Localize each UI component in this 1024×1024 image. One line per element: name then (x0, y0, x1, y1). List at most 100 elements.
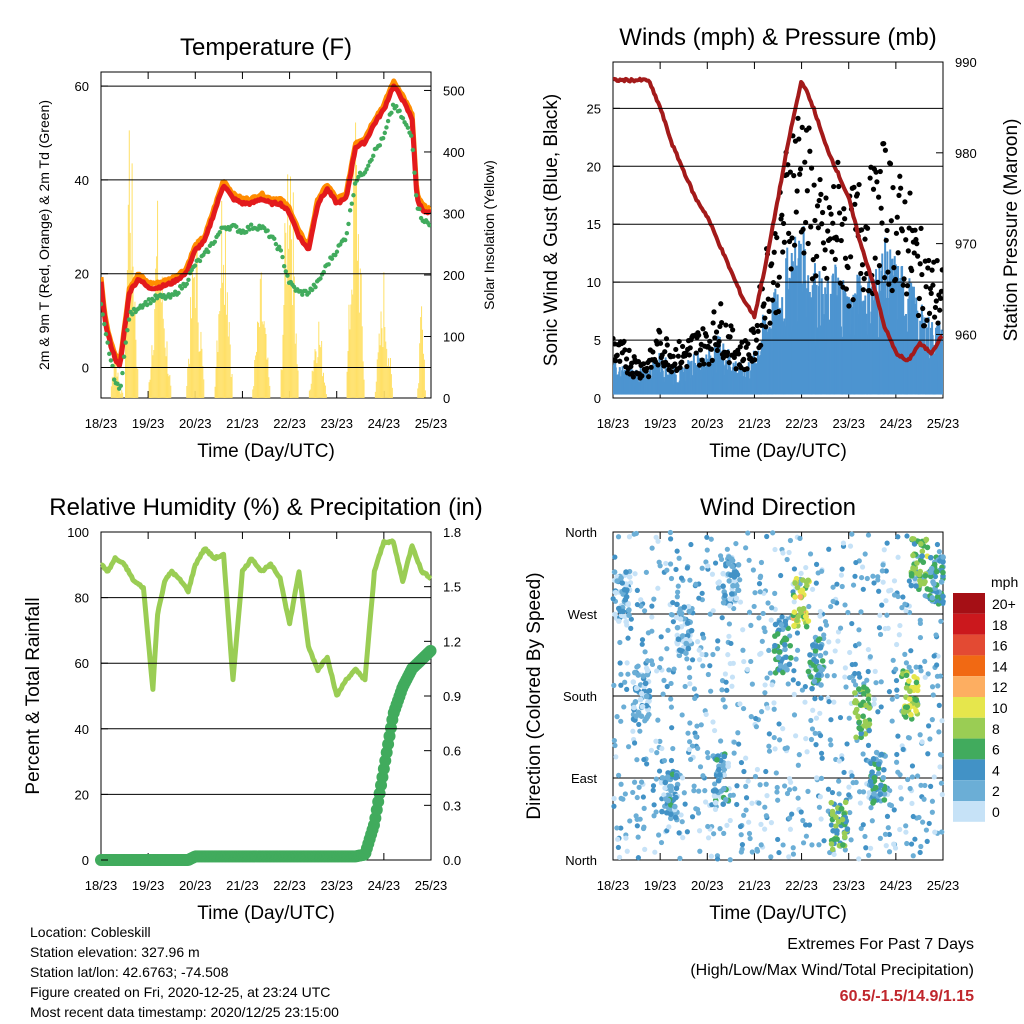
wind-direction-point (794, 584, 801, 591)
wind-direction-point (927, 554, 934, 561)
wind-direction-point (810, 642, 816, 649)
wind-direction-point (913, 679, 920, 686)
gust-point (650, 349, 656, 355)
dewpoint-point (329, 256, 335, 261)
wind-direction-point (675, 636, 682, 642)
gust-point (758, 342, 764, 348)
wind-direction-point (728, 572, 734, 578)
wind-direction-point (895, 534, 901, 540)
wind-direction-point (680, 835, 686, 841)
wind-direction-point (867, 654, 873, 660)
gust-point (791, 173, 797, 179)
gust-point (818, 191, 824, 197)
wind-direction-point (764, 705, 771, 711)
x-tick-label: 22/23 (273, 416, 306, 431)
wind-direction-point (756, 800, 762, 806)
x-tick-label: 24/23 (368, 878, 401, 893)
wind-direction-point (696, 595, 702, 601)
plot-area (610, 529, 946, 863)
y-tick-label: 60 (75, 656, 89, 671)
y-tick-label: 20 (75, 787, 89, 802)
wind-direction-point (790, 677, 796, 683)
gust-point (914, 241, 920, 247)
wind-direction-point (914, 702, 921, 708)
wind-direction-point (757, 589, 763, 595)
wind-direction-point (927, 569, 934, 576)
wind-direction-point (866, 852, 872, 858)
wind-direction-point (913, 708, 919, 714)
wind-direction-point (848, 837, 854, 843)
wind-direction-point (921, 796, 927, 802)
gust-point (851, 184, 857, 190)
wind-direction-point (905, 776, 911, 783)
gust-point (937, 295, 943, 301)
wind-direction-point (936, 702, 942, 708)
wind-direction-point (885, 825, 891, 831)
wind-direction-point (865, 668, 871, 675)
wind-direction-point (910, 853, 916, 859)
x-tick-label: 22/23 (785, 878, 818, 893)
wind-direction-point (809, 685, 815, 692)
wind-direction-point (866, 727, 872, 734)
wind-direction-point (637, 728, 643, 734)
y-right-tick-label: 960 (955, 327, 977, 342)
wind-direction-point (615, 844, 621, 851)
wind-direction-point (803, 623, 810, 630)
wind-direction-point (903, 829, 909, 835)
x-tick-label: 24/23 (368, 416, 401, 431)
wind-direction-point (823, 622, 830, 628)
wind-direction-point (886, 849, 893, 855)
legend-label: 14 (992, 658, 1008, 674)
wind-direction-point (878, 679, 884, 685)
gust-point (892, 276, 899, 283)
wind-direction-point (768, 617, 774, 623)
wind-direction-point (786, 661, 793, 668)
y-tick-label: 20 (587, 159, 601, 174)
wind-direction-point (639, 637, 646, 643)
wind-direction-point (828, 717, 834, 723)
wind-direction-point (615, 836, 621, 842)
wind-direction-point (617, 639, 623, 646)
y-right-tick-label: 1.2 (443, 634, 461, 649)
dewpoint-point (349, 201, 354, 206)
gust-point (623, 356, 630, 362)
wind-direction-point (684, 565, 690, 571)
wind-direction-point (932, 829, 938, 835)
x-tick-label: 21/23 (226, 416, 259, 431)
dewpoint-point (377, 143, 383, 148)
wind-direction-point (911, 673, 917, 680)
wind-direction-point (780, 550, 786, 556)
wind-direction-point (657, 563, 663, 569)
wind-direction-point (637, 816, 643, 822)
wind-direction-point (835, 638, 841, 644)
x-tick-label: 21/23 (226, 878, 259, 893)
wind-direction-point (897, 772, 903, 778)
wind-direction-point (722, 592, 728, 599)
wind-direction-point (819, 755, 825, 761)
wind-direction-point (611, 803, 617, 809)
wind-direction-point (857, 800, 863, 806)
wind-direction-point (631, 740, 638, 746)
y-right-tick-label: 970 (955, 237, 977, 252)
gust-point (898, 185, 904, 191)
wind-direction-point (635, 834, 641, 840)
gust-point (861, 276, 867, 282)
wind-direction-point (672, 814, 679, 821)
gust-point (635, 359, 642, 365)
wind-direction-point (856, 789, 863, 795)
wind-direction-point (763, 781, 769, 787)
wind-direction-point (675, 589, 681, 595)
wind-direction-point (825, 786, 832, 792)
wind-direction-point (940, 593, 946, 600)
wind-direction-point (696, 647, 702, 653)
gust-point (767, 320, 773, 326)
wind-direction-point (816, 842, 822, 848)
wind-direction-point (780, 726, 786, 732)
dewpoint-point (112, 377, 117, 382)
dewpoint-point (206, 249, 211, 255)
wind-direction-point (839, 583, 845, 590)
wind-direction-point (824, 673, 830, 679)
dewpoint-point (281, 264, 287, 269)
wind-direction-point (851, 678, 857, 684)
wind-direction-point (634, 587, 640, 594)
